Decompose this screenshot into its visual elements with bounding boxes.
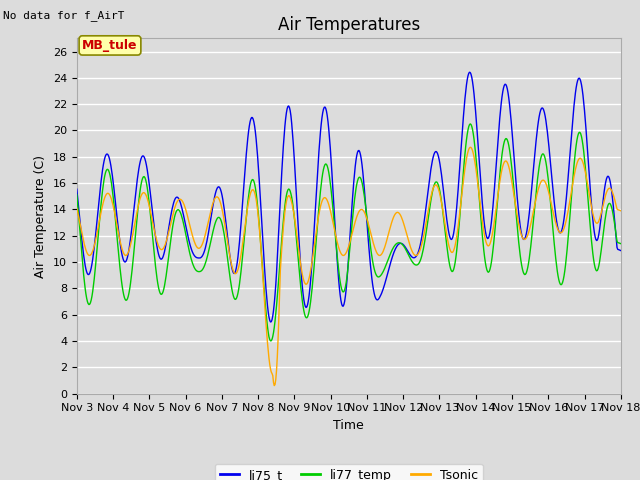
li77_temp	[617, 241, 625, 247]
li75_t	[431, 149, 439, 155]
Tsonic	[194, 245, 202, 251]
li77_temp	[267, 338, 275, 344]
Y-axis label: Air Temperature (C): Air Temperature (C)	[35, 155, 47, 277]
Line: li75_t: li75_t	[77, 72, 621, 322]
Tsonic	[416, 249, 424, 254]
Legend: li75_t, li77_temp, Tsonic: li75_t, li77_temp, Tsonic	[215, 464, 483, 480]
Title: Air Temperatures: Air Temperatures	[278, 16, 420, 34]
li75_t	[267, 319, 275, 325]
Tsonic	[73, 205, 81, 211]
li77_temp	[194, 269, 202, 275]
li75_t	[194, 255, 202, 261]
Tsonic	[223, 233, 230, 239]
Tsonic	[271, 383, 278, 388]
li77_temp	[431, 180, 439, 185]
Tsonic	[431, 182, 439, 188]
li75_t	[73, 186, 81, 192]
li77_temp	[73, 192, 81, 197]
li75_t	[139, 153, 147, 159]
li75_t	[617, 248, 625, 253]
X-axis label: Time: Time	[333, 419, 364, 432]
Line: li77_temp: li77_temp	[77, 124, 621, 341]
Tsonic	[617, 208, 625, 214]
Tsonic	[467, 144, 474, 150]
li77_temp	[83, 295, 90, 301]
li75_t	[416, 245, 424, 251]
li77_temp	[223, 248, 230, 254]
Tsonic	[139, 190, 147, 196]
Text: MB_tule: MB_tule	[82, 39, 138, 52]
li77_temp	[139, 175, 147, 181]
li75_t	[83, 269, 90, 275]
Tsonic	[83, 249, 90, 255]
Text: No data for f_AirT: No data for f_AirT	[3, 10, 125, 21]
li75_t	[466, 70, 474, 75]
li77_temp	[416, 259, 424, 265]
li77_temp	[467, 121, 474, 127]
Line: Tsonic: Tsonic	[77, 147, 621, 385]
li75_t	[223, 226, 230, 231]
